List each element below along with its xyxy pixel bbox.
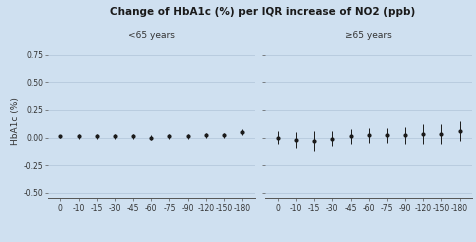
Text: <65 years: <65 years xyxy=(128,31,174,40)
Text: Change of HbA1c (%) per IQR increase of NO2 (ppb): Change of HbA1c (%) per IQR increase of … xyxy=(109,7,414,17)
Y-axis label: HbA1c (%): HbA1c (%) xyxy=(10,97,20,145)
Text: ≥65 years: ≥65 years xyxy=(345,31,391,40)
